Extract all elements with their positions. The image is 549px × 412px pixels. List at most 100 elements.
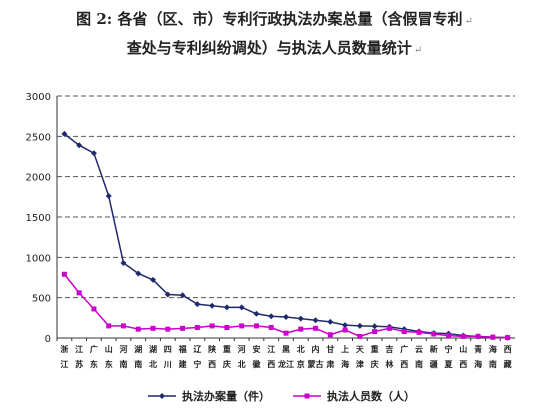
x-tick-label: 西 [267,360,275,369]
x-tick-label: 东 [105,359,113,369]
data-point-cases [164,291,171,298]
data-point-staff [327,332,333,338]
data-point-staff [342,327,348,333]
data-point-cases [135,270,142,277]
data-point-staff [505,335,511,341]
data-point-cases [120,259,127,266]
data-point-cases [209,302,216,309]
title-text-2: 查处与专利纠纷调处）与执法人员数量统计 [126,39,412,57]
data-point-staff [372,329,378,335]
y-tick-label: 2000 [26,173,51,184]
x-tick-label: 南 [119,359,127,369]
x-tick-label: 苏 [75,359,83,369]
x-tick-label: 西 [400,360,408,369]
x-tick-label: 广 [90,344,98,354]
x-tick-label: 南 [415,359,423,369]
x-tick-label: 四 [164,345,172,354]
x-tick-label: 海 [474,359,482,369]
x-tick-label: 黑 [282,344,290,354]
x-tick-label: 建 [178,359,188,369]
series-line-2 [63,273,508,339]
x-tick-label: 庆 [222,359,231,369]
x-tick-label: 江 [75,344,83,354]
x-tick-label: 西 [459,360,467,369]
x-tick-label: 陕 [208,344,216,354]
x-tick-label: 安 [252,344,260,354]
x-tick-label: 甘 [326,344,334,354]
x-tick-label: 林 [385,359,393,369]
data-point-staff [61,271,67,277]
x-tick-label: 湖 [149,344,157,354]
x-tick-label: 西 [208,360,216,369]
data-point-staff [135,326,141,332]
x-tick-label: 福 [178,344,187,354]
data-point-cases [238,304,245,311]
data-point-staff [224,325,230,331]
x-tick-label: 海 [489,344,497,354]
x-tick-label: 川 [163,360,172,369]
data-point-staff [475,333,481,339]
chart-title-line1: 图 2: 各省（区、市）专利行政执法办案总量（含假冒专利 ↵ [0,8,549,29]
data-point-cases [268,313,275,320]
data-point-cases [194,301,201,308]
x-tick-label: 重 [223,344,231,354]
x-tick-label: 南 [489,359,497,369]
x-tick-label: 广 [400,344,408,354]
x-tick-label: 江 [60,359,68,369]
x-tick-label: 云 [415,345,423,354]
data-point-staff [150,325,156,331]
x-tick-label: 吉 [385,344,393,354]
x-tick-label: 龙江 [277,359,294,369]
data-point-staff [490,334,496,340]
data-point-staff [180,325,186,331]
x-tick-label: 天 [356,345,365,354]
x-tick-label: 庆 [370,359,379,369]
x-tick-label: 蒙古 [308,359,324,369]
x-tick-label: 北 [238,359,246,369]
data-point-cases [371,323,378,330]
x-tick-label: 新 [430,344,438,354]
legend-label: 执法办案量（件） [182,389,270,403]
data-point-staff [165,326,171,332]
x-tick-label: 湖 [134,344,142,354]
data-point-staff [386,325,392,331]
data-point-staff [209,323,215,329]
chart-title-line2: 查处与专利纠纷调处）与执法人员数量统计 ↵ [0,37,549,58]
x-tick-label: 夏 [444,360,454,369]
x-tick-label: 宁 [445,344,453,354]
series-line-1 [63,133,508,339]
y-tick-label: 2500 [26,132,51,143]
x-tick-label: 内 [312,344,320,354]
title-text-1: 图 2: 各省（区、市）专利行政执法办案总量（含假冒专利 [76,10,463,28]
data-point-cases [61,130,68,137]
x-tick-label: 徽 [251,359,261,369]
x-tick-label: 北 [149,359,157,369]
x-tick-label: 藏 [504,359,512,369]
x-tick-label: 北 [297,344,305,354]
legend-label: 执法人员数（人） [327,389,415,403]
data-point-staff [283,330,289,336]
x-tick-label: 山 [459,344,467,354]
data-point-staff [76,290,82,296]
x-tick-label: 疆 [430,359,438,369]
data-point-cases [90,150,97,157]
data-point-cases [150,276,157,283]
y-tick-label: 1500 [26,213,51,224]
data-point-staff [401,329,407,335]
x-tick-label: 河 [119,344,127,354]
x-tick-label: 京 [297,359,305,369]
data-point-cases [356,322,363,329]
data-point-cases [342,322,349,329]
x-tick-label: 青 [474,344,482,354]
x-tick-label: 西 [504,345,512,354]
x-tick-label: 辽 [193,344,202,354]
x-tick-label: 宁 [193,359,201,369]
data-point-staff [239,323,245,329]
data-point-staff [120,323,126,329]
data-point-staff [416,329,422,335]
x-tick-label: 浙 [60,344,68,354]
data-point-staff [253,323,259,329]
data-point-staff [298,326,304,332]
x-tick-label: 上 [341,344,349,354]
